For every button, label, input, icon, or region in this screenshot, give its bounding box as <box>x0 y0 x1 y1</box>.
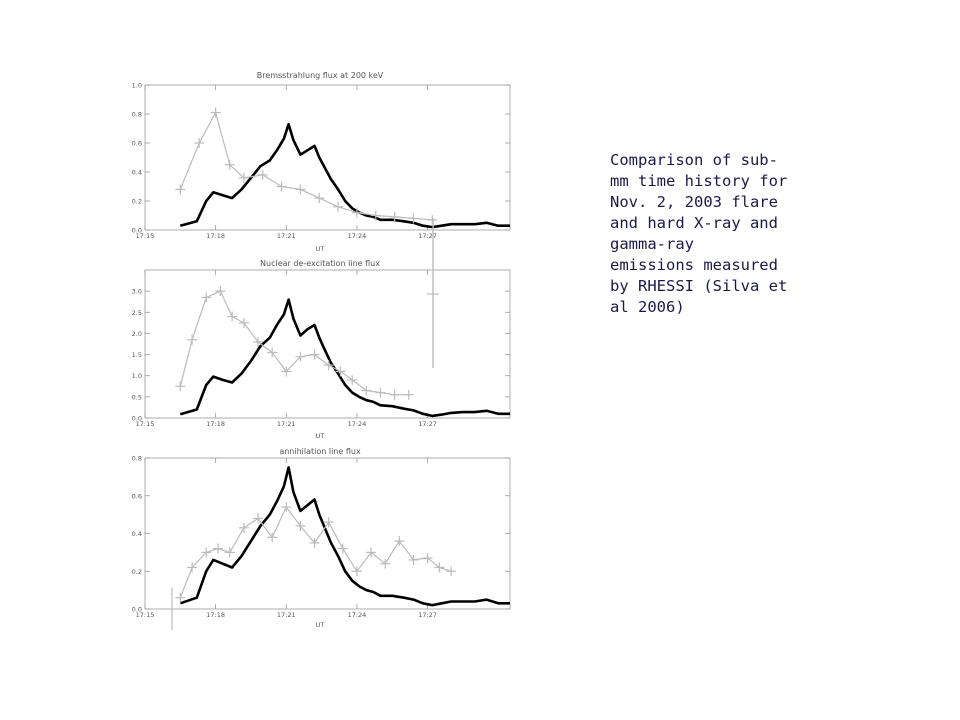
x-tick-label: 17:21 <box>277 420 296 428</box>
x-tick-label: 17:18 <box>206 232 225 240</box>
series-line-submm <box>179 298 510 418</box>
plot-frame <box>144 84 511 231</box>
x-tick-label: 17:15 <box>136 420 155 428</box>
y-tick-label: 0.0 <box>132 606 142 614</box>
x-tick-label: 17:24 <box>348 232 367 240</box>
x-tick-label: 17:21 <box>277 232 296 240</box>
panel-title: Nuclear de-excitation line flux <box>260 259 380 268</box>
x-tick-label: 17:27 <box>418 232 437 240</box>
panel-title: annihilation line flux <box>279 447 361 456</box>
series-line-rhessi <box>179 506 452 598</box>
x-tick-label: 17:27 <box>418 611 437 619</box>
y-tick-label: 0.2 <box>132 568 142 576</box>
x-tick-label: 17:18 <box>206 420 225 428</box>
y-tick-label: 0.4 <box>132 169 142 177</box>
series-line-rhessi <box>179 111 433 221</box>
plot-frame <box>144 269 511 419</box>
x-axis-label: UT <box>316 245 325 253</box>
series-line-submm <box>179 466 510 607</box>
y-tick-label: 1.5 <box>132 351 142 359</box>
y-tick-label: 1.0 <box>132 82 142 90</box>
y-tick-label: 0.0 <box>132 227 142 235</box>
y-tick-label: 2.0 <box>132 330 142 338</box>
y-tick-label: 1.0 <box>132 372 142 380</box>
y-tick-label: 0.6 <box>132 140 142 148</box>
panel-bremsstrahlung: Bremsstrahlung flux at 200 keV 0.0 0.2 0.4… <box>132 71 511 253</box>
plot-area: 0.0 0.5 1.0 1.5 2.0 2.5 3.0 17:15 17:18 17:21 17:2… <box>132 270 510 428</box>
panel-annihilation: annihilation line flux 0.0 0.2 0.4 0.6 0.8 17… <box>132 447 511 629</box>
x-tick-label: 17:24 <box>348 611 367 619</box>
x-axis-label: UT <box>316 621 325 629</box>
y-tick-label: 0.6 <box>132 492 142 500</box>
x-axis-label: UT <box>316 432 325 440</box>
x-tick-label: 17:24 <box>348 420 367 428</box>
y-tick-label: 0.5 <box>132 393 142 401</box>
y-tick-label: 0.8 <box>132 455 142 463</box>
panel-title: Bremsstrahlung flux at 200 keV <box>257 71 384 80</box>
panel-nuclear-de-excitation: Nuclear de-excitation line flux 0.0 0.5 1.… <box>132 259 511 440</box>
x-tick-label: 17:27 <box>418 420 437 428</box>
series-line-rhessi <box>179 290 409 396</box>
y-tick-label: 3.0 <box>132 288 142 296</box>
x-tick-label: 17:21 <box>277 611 296 619</box>
x-tick-label: 17:15 <box>136 611 155 619</box>
figure-caption: Comparison of sub- mm time history for N… <box>610 151 788 316</box>
y-tick-label: 0.4 <box>132 530 142 538</box>
series-line-submm <box>179 122 510 229</box>
x-tick-label: 17:15 <box>136 232 155 240</box>
y-tick-label: 2.5 <box>132 309 142 317</box>
plot-area: 0.0 0.2 0.4 0.6 0.8 1.0 17:15 17:18 17:21 17:24 17… <box>132 82 510 240</box>
y-tick-label: 0.2 <box>132 198 142 206</box>
y-tick-label: 0.0 <box>132 415 142 423</box>
extra-error-bars <box>171 218 439 630</box>
x-tick-label: 17:18 <box>206 611 225 619</box>
plot-area: 0.0 0.2 0.4 0.6 0.8 17:15 17:18 17:21 17:24 17:27 <box>132 455 510 619</box>
y-tick-label: 0.8 <box>132 111 142 119</box>
